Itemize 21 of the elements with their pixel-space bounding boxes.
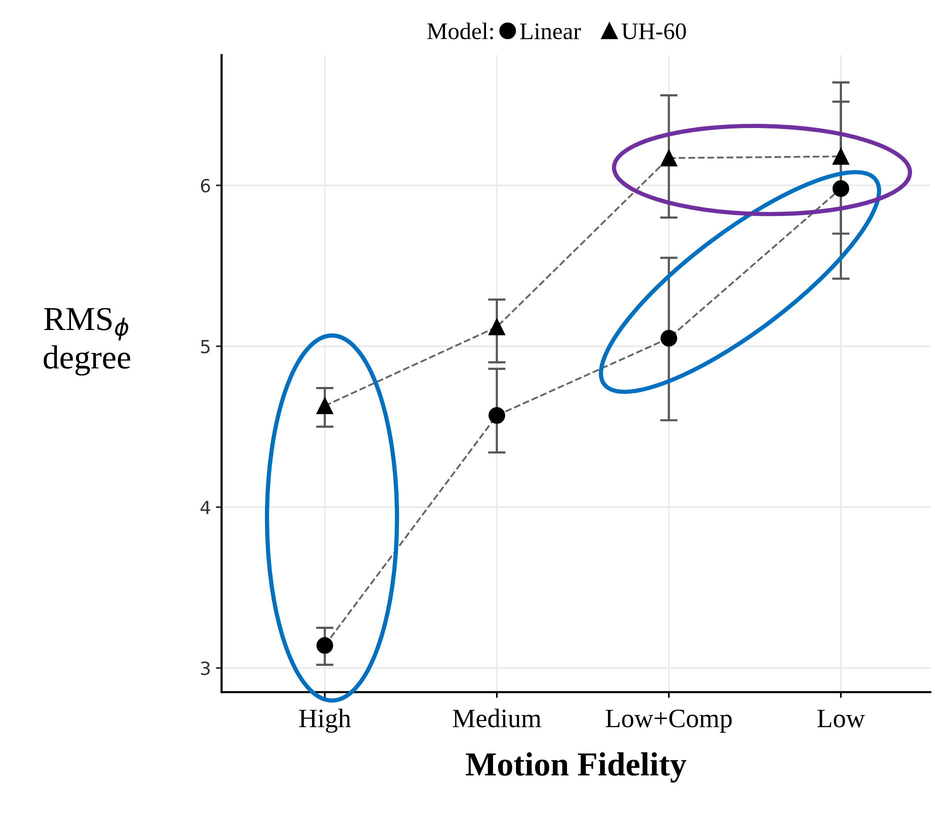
y-tick-label: 5 [201,340,210,354]
y-tick-label: 4 [200,500,210,514]
point [488,407,506,424]
point [316,637,334,654]
point [316,397,334,414]
point [660,150,678,166]
point [832,148,850,165]
x-axis-title: Motion Fidelity [466,752,686,783]
x-tick-label: Low+Comp [606,710,732,733]
y-tick-label: 6 [200,178,210,192]
y-tick-label: 3 [201,661,210,676]
point [488,318,506,336]
y-axis-title: RMS$_{ϕ}$ degree [44,308,130,376]
x-tick-label: Medium [452,708,542,728]
x-tick-label: High [299,708,351,733]
x-tick-label: Low [817,710,865,728]
legend-label: UH-60 [622,23,686,40]
point [832,180,850,197]
legend-label: Linear [520,23,581,40]
legend-title: Model: [427,22,493,40]
point [660,330,678,347]
